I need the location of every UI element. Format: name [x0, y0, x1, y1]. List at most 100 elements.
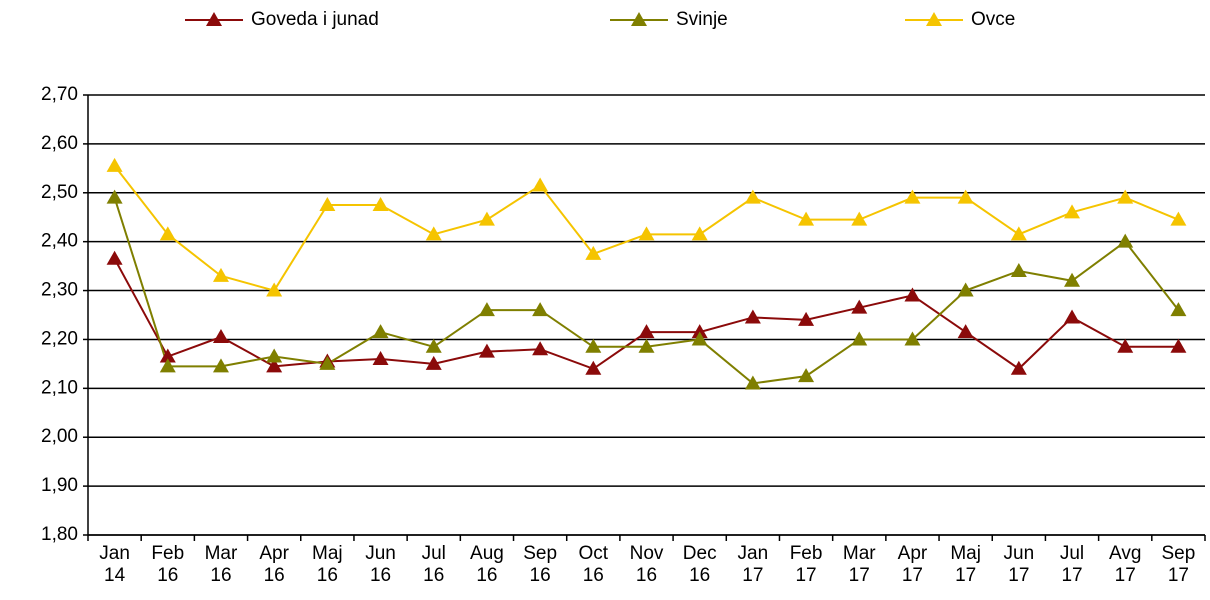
marker — [1117, 233, 1134, 248]
y-tick-label: 2,70 — [41, 84, 78, 105]
x-tick-label: Jan 14 — [99, 543, 130, 586]
marker — [851, 299, 868, 314]
marker — [532, 177, 549, 192]
y-tick-label: 1,90 — [41, 475, 78, 496]
x-tick-label: Dec 16 — [682, 543, 717, 586]
x-tick-label: Maj 16 — [312, 543, 343, 586]
marker — [372, 351, 389, 365]
marker — [319, 355, 336, 370]
legend-label: Goveda i junad — [251, 9, 379, 30]
marker — [478, 302, 495, 317]
marker — [957, 282, 974, 297]
x-tick-label: Apr 16 — [259, 543, 289, 586]
marker — [691, 226, 708, 241]
x-tick-label: Mar 16 — [204, 543, 238, 586]
x-tick-label: Jul 17 — [1059, 543, 1085, 586]
marker — [1117, 189, 1134, 204]
marker — [1064, 204, 1081, 219]
marker — [212, 358, 229, 373]
x-tick-label: Sep 17 — [1161, 543, 1196, 586]
marker — [1117, 338, 1134, 353]
marker — [957, 189, 974, 204]
marker — [1064, 272, 1081, 287]
y-tick-label: 2,00 — [41, 426, 78, 447]
marker — [798, 311, 815, 326]
x-tick-label: Sep 16 — [523, 543, 558, 586]
marker — [691, 324, 708, 339]
marker — [159, 358, 176, 373]
marker — [478, 343, 495, 358]
marker — [851, 331, 868, 346]
marker — [532, 341, 549, 356]
marker — [478, 211, 495, 226]
marker — [744, 189, 761, 204]
marker — [957, 324, 974, 339]
x-tick-label: Oct 16 — [578, 543, 609, 586]
marker — [1010, 360, 1027, 375]
marker — [904, 189, 921, 204]
legend-marker — [631, 12, 647, 26]
x-tick-label: Apr 17 — [897, 543, 928, 586]
marker — [638, 338, 655, 353]
marker — [1010, 263, 1027, 277]
marker — [744, 375, 761, 390]
x-tick-label: Jan 17 — [737, 543, 769, 586]
x-tick-label: Jul 16 — [421, 543, 446, 586]
marker — [1170, 338, 1187, 353]
x-tick-label: Maj 17 — [950, 543, 981, 586]
marker — [1010, 226, 1027, 241]
marker — [372, 324, 389, 339]
x-tick-label: Feb 16 — [151, 543, 185, 586]
x-tick-label: Feb 17 — [789, 543, 823, 586]
legend-label: Svinje — [676, 9, 728, 30]
y-tick-label: 2,10 — [41, 377, 78, 398]
marker — [532, 302, 549, 317]
legend-marker — [926, 12, 942, 26]
marker — [798, 368, 815, 383]
marker — [159, 348, 176, 363]
marker — [266, 282, 283, 297]
legend-marker — [206, 12, 222, 26]
marker — [851, 211, 868, 226]
marker — [691, 331, 708, 346]
y-tick-label: 2,40 — [41, 231, 78, 252]
marker — [638, 324, 655, 339]
marker — [266, 358, 283, 373]
y-tick-label: 1,80 — [41, 524, 78, 545]
marker — [904, 287, 921, 302]
marker — [638, 226, 655, 241]
marker — [106, 189, 123, 204]
marker — [106, 250, 123, 265]
marker — [425, 226, 442, 241]
marker — [585, 360, 602, 375]
y-tick-label: 2,30 — [41, 280, 78, 301]
marker — [425, 355, 442, 370]
marker — [159, 226, 176, 241]
marker — [106, 157, 123, 172]
marker — [1064, 309, 1081, 324]
x-tick-label: Jun 16 — [365, 543, 396, 586]
marker — [372, 197, 389, 211]
legend-label: Ovce — [971, 9, 1015, 30]
x-tick-label: Mar 17 — [842, 543, 876, 586]
x-tick-label: Nov 16 — [629, 543, 664, 586]
marker — [212, 267, 229, 282]
x-tick-label: Jun 17 — [1003, 543, 1035, 586]
marker — [798, 211, 815, 226]
marker — [212, 329, 229, 343]
marker — [585, 338, 602, 353]
marker — [1170, 211, 1187, 226]
marker — [1170, 302, 1187, 317]
marker — [266, 348, 283, 363]
x-tick-label: Avg 17 — [1109, 543, 1142, 586]
marker — [319, 197, 336, 211]
marker — [425, 338, 442, 353]
marker — [904, 331, 921, 346]
y-tick-label: 2,60 — [41, 133, 78, 154]
marker — [744, 309, 761, 324]
y-tick-label: 2,50 — [41, 182, 78, 203]
marker — [585, 245, 602, 260]
y-tick-label: 2,20 — [41, 328, 78, 349]
